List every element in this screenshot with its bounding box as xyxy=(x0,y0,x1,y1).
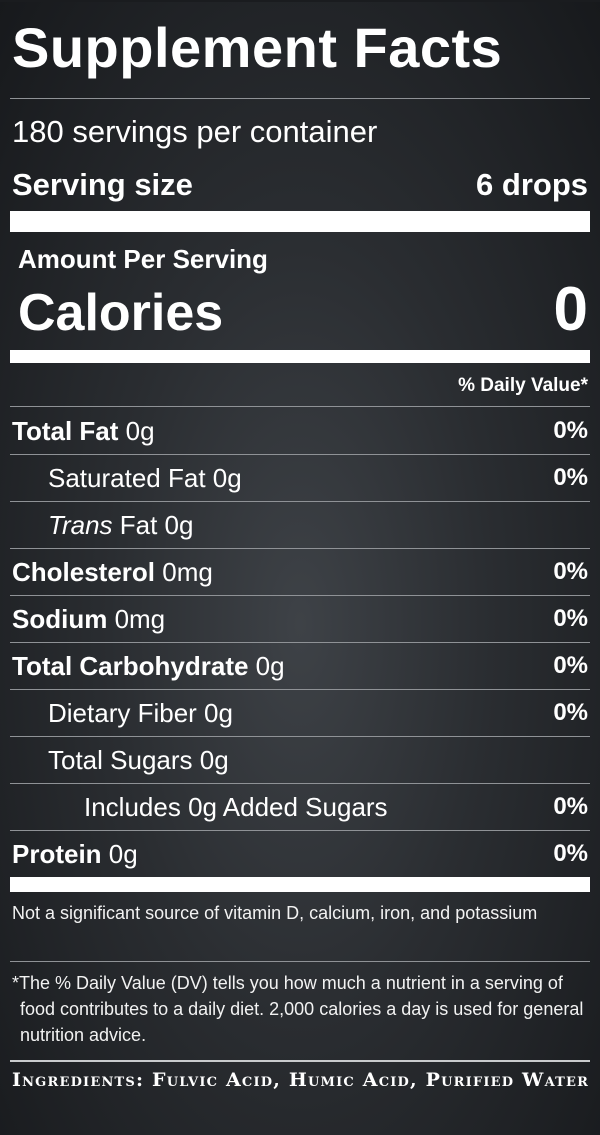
divider xyxy=(10,783,590,784)
panel-title: Supplement Facts xyxy=(12,16,503,79)
not-significant-note: Not a significant source of vitamin D, c… xyxy=(12,903,538,923)
nutrient-name: Protein 0g xyxy=(12,839,138,869)
nutrient-name: Total Sugars 0g xyxy=(48,745,229,775)
panel-top-border xyxy=(0,0,600,2)
nutrient-row-cholesterol: Cholesterol 0mg 0% xyxy=(10,549,590,595)
thick-divider xyxy=(10,350,590,363)
nutrient-name: Trans Fat 0g xyxy=(48,510,194,540)
nutrient-dv: 0% xyxy=(553,417,588,444)
nutrient-row-trans-fat: Trans Fat 0g xyxy=(10,502,590,548)
divider xyxy=(10,830,590,831)
nutrient-name: Total Fat 0g xyxy=(12,416,155,446)
nutrient-row-total-carbohydrate: Total Carbohydrate 0g 0% xyxy=(10,643,590,689)
divider xyxy=(10,736,590,737)
nutrient-dv: 0% xyxy=(553,605,588,632)
nutrient-dv: 0% xyxy=(553,793,588,820)
nutrient-name: Includes 0g Added Sugars xyxy=(84,792,388,822)
divider xyxy=(10,548,590,549)
divider xyxy=(10,98,590,99)
serving-size-label: Serving size xyxy=(12,167,193,202)
amount-per-serving: Amount Per Serving xyxy=(18,244,268,274)
nutrient-name: Sodium 0mg xyxy=(12,604,166,634)
nutrient-row-saturated-fat: Saturated Fat 0g 0% xyxy=(10,455,590,501)
nutrient-name: Saturated Fat 0g xyxy=(48,463,242,493)
calories-label: Calories xyxy=(18,284,224,342)
nutrient-dv: 0% xyxy=(553,464,588,491)
daily-value-footnote: *The % Daily Value (DV) tells you how mu… xyxy=(12,973,584,1045)
divider xyxy=(10,595,590,596)
nutrient-dv: 0% xyxy=(553,558,588,585)
divider xyxy=(10,501,590,502)
nutrient-row-total-sugars: Total Sugars 0g xyxy=(10,737,590,783)
divider xyxy=(10,961,590,962)
divider xyxy=(10,642,590,643)
serving-size-value: 6 drops xyxy=(476,167,588,202)
nutrient-name: Cholesterol 0mg xyxy=(12,557,213,587)
nutrient-row-dietary-fiber: Dietary Fiber 0g 0% xyxy=(10,690,590,736)
servings-per-container: 180 servings per container xyxy=(12,114,378,149)
divider xyxy=(10,454,590,455)
divider xyxy=(10,689,590,690)
thick-divider xyxy=(10,211,590,232)
nutrient-row-sodium: Sodium 0mg 0% xyxy=(10,596,590,642)
calories-value: 0 xyxy=(553,275,588,344)
nutrient-dv: 0% xyxy=(553,840,588,867)
ingredients-list: Ingredients: Fulvic Acid, Humic Acid, Pu… xyxy=(12,1069,590,1091)
divider xyxy=(10,406,590,407)
daily-value-header: % Daily Value* xyxy=(458,375,588,396)
divider xyxy=(10,1060,590,1062)
nutrient-name: Total Carbohydrate 0g xyxy=(12,651,285,681)
nutrient-dv: 0% xyxy=(553,699,588,726)
nutrient-dv: 0% xyxy=(553,652,588,679)
nutrient-row-protein: Protein 0g 0% xyxy=(10,831,590,877)
nutrient-row-added-sugars: Includes 0g Added Sugars 0% xyxy=(10,784,590,830)
nutrient-row-total-fat: Total Fat 0g 0% xyxy=(10,408,590,454)
nutrient-name: Dietary Fiber 0g xyxy=(48,698,233,728)
thick-divider xyxy=(10,877,590,892)
